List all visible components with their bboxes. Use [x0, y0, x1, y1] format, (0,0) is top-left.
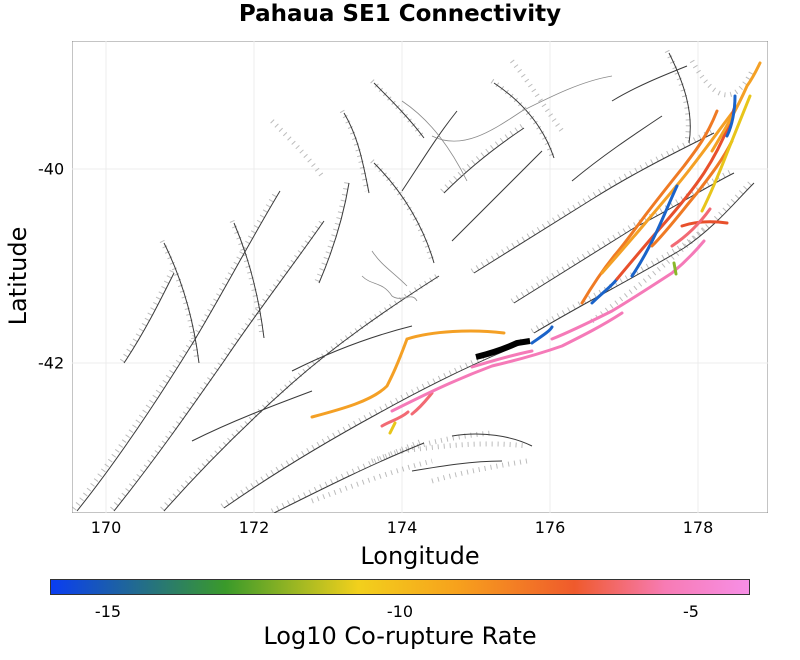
fault-blue-mid: [530, 325, 554, 345]
fault-lightorange-upper: [710, 61, 762, 153]
y-axis-label: Latitude: [4, 226, 32, 326]
x-tick-label: 178: [682, 518, 714, 537]
fault-pink-upper: [550, 239, 706, 341]
x-tick-label: 172: [238, 518, 270, 537]
fault-pink-coast-2: [470, 349, 534, 369]
fault-yellow-upper: [700, 94, 752, 213]
fault-salmon-east: [670, 207, 712, 248]
fault-yellow-short: [388, 421, 397, 435]
fault-blue-north: [725, 94, 737, 138]
fault-redorange-east: [680, 220, 729, 228]
corupture-faults: [310, 61, 762, 435]
fault-blue-mid-2: [590, 277, 619, 305]
fault-blue-upper: [630, 184, 679, 278]
fault-green-short: [672, 261, 678, 276]
x-tick-label: 170: [90, 518, 122, 537]
y-tick-label: -42: [38, 353, 65, 373]
colorbar-tick-label: -15: [94, 602, 122, 621]
fault-orange-upper: [650, 139, 734, 248]
fault-pink-coast: [390, 311, 624, 413]
fault-lightorange-long: [600, 111, 734, 275]
fault-redorange-long: [615, 107, 736, 281]
x-axis-label: Longitude: [360, 542, 480, 570]
fault-salmon-south-2: [410, 391, 434, 416]
x-tick-label: 174: [386, 518, 418, 537]
colorbar-tick-label: -10: [386, 602, 414, 621]
y-tick-label: -40: [38, 159, 65, 179]
chart-title: Pahaua SE1 Connectivity: [238, 1, 562, 27]
fault-salmon-south: [380, 410, 410, 428]
target-fault-pahaua-se1: [475, 338, 531, 360]
x-tick-label: 176: [534, 518, 566, 537]
colorbar: [50, 579, 750, 595]
colorbar-label: Log10 Co-rupture Rate: [263, 622, 537, 650]
fault-coastal-orange: [310, 329, 506, 419]
map-plot-area: [72, 41, 768, 513]
gridlines: [72, 41, 768, 513]
colorbar-tick-label: -5: [683, 602, 699, 621]
